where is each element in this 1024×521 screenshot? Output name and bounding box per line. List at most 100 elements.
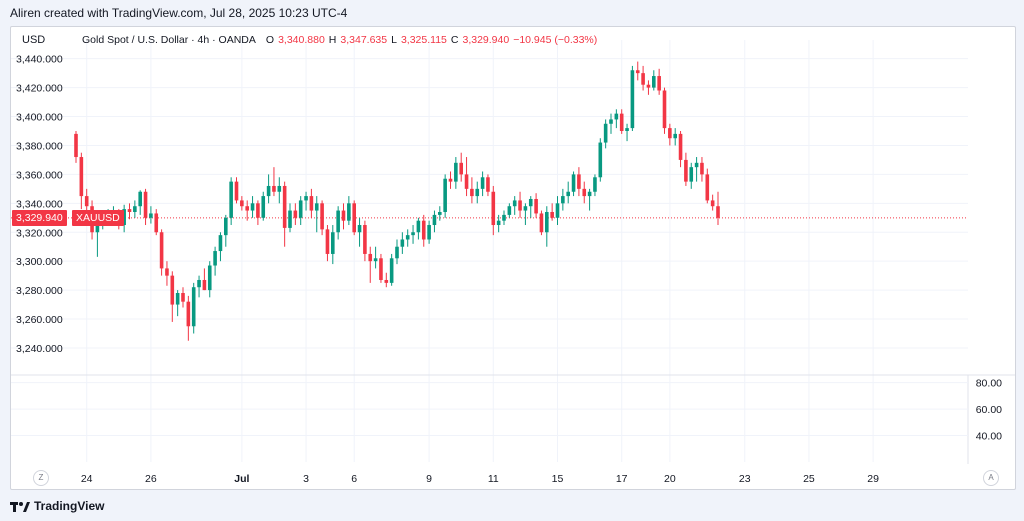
- candle-body[interactable]: [363, 225, 367, 254]
- candle-body[interactable]: [213, 251, 217, 266]
- candle-body[interactable]: [427, 225, 431, 240]
- candle-body[interactable]: [250, 203, 255, 211]
- candle-body[interactable]: [186, 301, 191, 327]
- candle-body[interactable]: [496, 220, 501, 226]
- zoom-button[interactable]: Z: [33, 470, 49, 486]
- candle-body[interactable]: [331, 232, 335, 254]
- candle-body[interactable]: [143, 191, 148, 218]
- candle-body[interactable]: [416, 220, 421, 233]
- candle-body[interactable]: [528, 198, 533, 207]
- candle-body[interactable]: [512, 200, 517, 207]
- candle-body[interactable]: [181, 293, 185, 302]
- candle-body[interactable]: [539, 213, 544, 233]
- candle-body[interactable]: [432, 214, 437, 226]
- candle-body[interactable]: [159, 232, 164, 269]
- candle-body[interactable]: [336, 210, 340, 233]
- candle-body[interactable]: [288, 210, 292, 228]
- candle-body[interactable]: [138, 191, 142, 207]
- candle-body[interactable]: [480, 177, 485, 189]
- candle-body[interactable]: [256, 203, 260, 218]
- candle-body[interactable]: [614, 113, 619, 120]
- candle-body[interactable]: [325, 229, 330, 254]
- candle-body[interactable]: [298, 200, 303, 218]
- candle-body[interactable]: [127, 209, 132, 212]
- candle-body[interactable]: [277, 185, 282, 192]
- candle-body[interactable]: [678, 133, 683, 160]
- candle-body[interactable]: [684, 159, 688, 182]
- candle-body[interactable]: [443, 178, 447, 212]
- candle-body[interactable]: [245, 206, 249, 211]
- candle-body[interactable]: [603, 123, 608, 143]
- candle-body[interactable]: [411, 232, 415, 236]
- candle-body[interactable]: [566, 191, 570, 197]
- candle-body[interactable]: [571, 174, 576, 192]
- candle-body[interactable]: [421, 220, 426, 240]
- candle-body[interactable]: [587, 191, 592, 197]
- candle-body[interactable]: [619, 113, 624, 131]
- candle-body[interactable]: [341, 210, 346, 221]
- candle-body[interactable]: [282, 185, 287, 228]
- candle-body[interactable]: [384, 279, 389, 283]
- candle-body[interactable]: [84, 196, 89, 207]
- candle-body[interactable]: [154, 213, 159, 233]
- candle-body[interactable]: [373, 258, 378, 262]
- candle-body[interactable]: [165, 268, 169, 276]
- candle-body[interactable]: [652, 76, 656, 88]
- candle-body[interactable]: [400, 239, 405, 247]
- candle-body[interactable]: [673, 133, 677, 139]
- candle-body[interactable]: [293, 210, 298, 218]
- candle-body[interactable]: [630, 70, 635, 129]
- candle-body[interactable]: [438, 212, 442, 215]
- candle-body[interactable]: [272, 185, 276, 192]
- candle-body[interactable]: [379, 258, 383, 280]
- candle-body[interactable]: [170, 275, 175, 305]
- candle-body[interactable]: [234, 181, 239, 201]
- candle-body[interactable]: [662, 90, 667, 129]
- candle-body[interactable]: [582, 188, 587, 197]
- candle-body[interactable]: [314, 203, 319, 211]
- currency-button[interactable]: USD: [22, 34, 46, 46]
- candle-body[interactable]: [304, 196, 308, 201]
- candle-body[interactable]: [133, 206, 137, 212]
- candle-body[interactable]: [122, 209, 126, 226]
- candle-body[interactable]: [593, 177, 597, 192]
- candle-body[interactable]: [448, 178, 453, 182]
- candle-body[interactable]: [352, 203, 356, 233]
- candle-body[interactable]: [689, 167, 694, 182]
- candle-body[interactable]: [502, 214, 506, 221]
- candle-body[interactable]: [716, 206, 720, 218]
- candle-body[interactable]: [309, 196, 314, 211]
- candle-body[interactable]: [79, 157, 84, 197]
- candle-body[interactable]: [534, 198, 538, 214]
- auto-scale-button[interactable]: A: [983, 470, 999, 486]
- candle-body[interactable]: [207, 265, 212, 291]
- candle-body[interactable]: [224, 217, 228, 236]
- candle-body[interactable]: [577, 174, 581, 189]
- candle-body[interactable]: [368, 253, 373, 262]
- candle-body[interactable]: [475, 188, 480, 197]
- candle-body[interactable]: [149, 213, 153, 218]
- legend-symbol[interactable]: Gold Spot / U.S. Dollar · 4h · OANDA: [82, 34, 256, 46]
- candle-body[interactable]: [240, 200, 244, 207]
- candle-body[interactable]: [218, 235, 223, 252]
- candle-body[interactable]: [357, 225, 362, 233]
- candle-body[interactable]: [646, 84, 651, 88]
- candle-body[interactable]: [175, 293, 180, 305]
- candle-body[interactable]: [598, 142, 603, 178]
- candle-body[interactable]: [229, 181, 233, 218]
- candle-body[interactable]: [518, 200, 522, 211]
- candle-body[interactable]: [486, 177, 490, 192]
- candle-body[interactable]: [266, 185, 271, 197]
- candle-body[interactable]: [464, 174, 469, 189]
- candle-body[interactable]: [609, 119, 613, 124]
- candle-body[interactable]: [197, 279, 201, 288]
- candle-body[interactable]: [459, 162, 463, 175]
- candle-body[interactable]: [555, 203, 560, 218]
- candle-body[interactable]: [491, 191, 496, 226]
- candle-body[interactable]: [454, 162, 458, 182]
- candle-body[interactable]: [641, 73, 645, 85]
- candle-body[interactable]: [550, 212, 554, 218]
- tradingview-brand[interactable]: TradingView: [10, 497, 104, 515]
- candle-body[interactable]: [191, 287, 196, 327]
- candle-body[interactable]: [635, 70, 640, 74]
